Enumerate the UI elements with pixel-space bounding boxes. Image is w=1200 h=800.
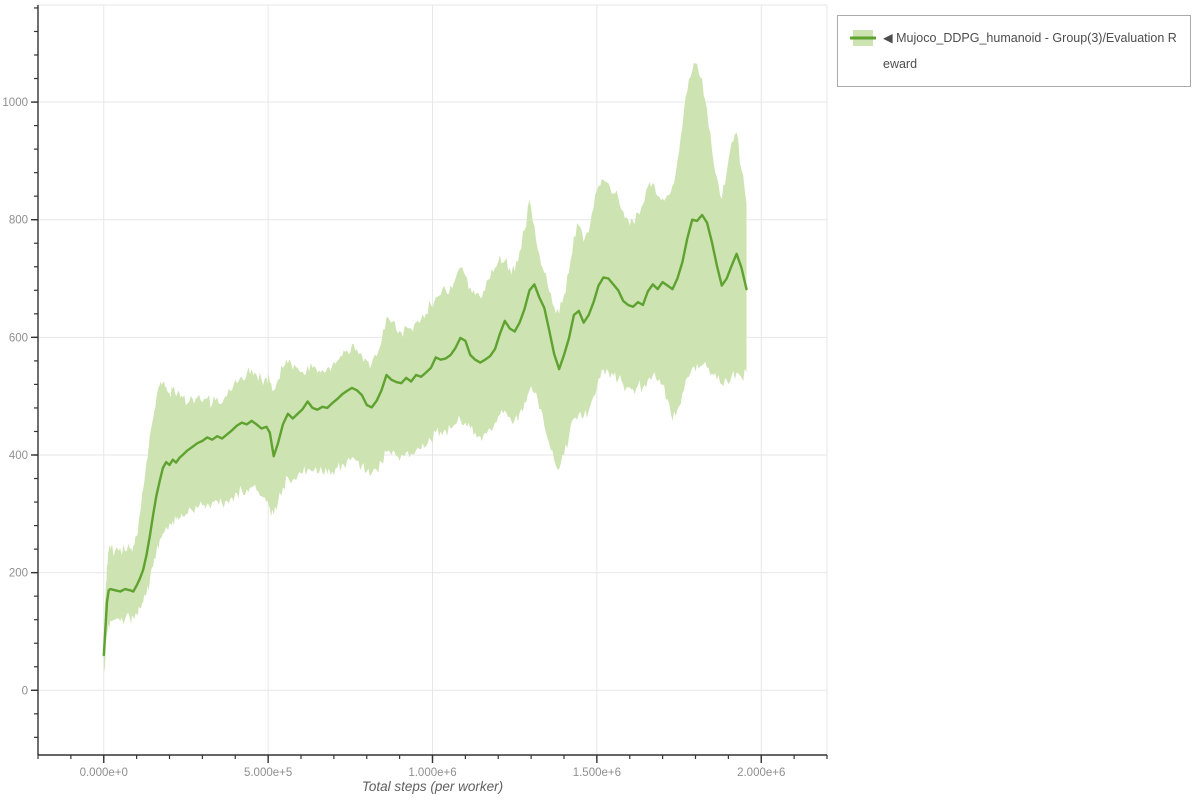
- x-tick-label: 1.500e+6: [573, 767, 621, 779]
- legend-label: ◀ Mujoco_DDPG_humanoid - Group(3)/Evalua…: [883, 25, 1180, 77]
- y-tick-label: 600: [9, 332, 28, 344]
- x-tick-label: 1.000e+6: [408, 767, 456, 779]
- legend-box: ◀ Mujoco_DDPG_humanoid - Group(3)/Evalua…: [837, 15, 1191, 87]
- legend-swatch-icon: [850, 30, 876, 46]
- legend-item[interactable]: ◀ Mujoco_DDPG_humanoid - Group(3)/Evalua…: [850, 25, 1180, 77]
- y-tick-label: 800: [9, 215, 28, 227]
- x-tick-label: 2.000e+6: [737, 767, 785, 779]
- series-line[interactable]: [102, 213, 748, 657]
- x-axis-title: Total steps (per worker): [361, 779, 504, 794]
- y-tick-label: 400: [9, 450, 28, 462]
- legend-collapse-arrow: ◀: [883, 31, 893, 45]
- x-tick-label: 0.000e+0: [80, 767, 128, 779]
- confidence-band: [103, 62, 747, 672]
- y-tick-label: 200: [9, 568, 28, 580]
- y-tick-label: 0: [22, 685, 28, 697]
- legend-series-name: Mujoco_DDPG_humanoid - Group(3)/Evaluati…: [883, 31, 1177, 71]
- x-tick-label: 5.000e+5: [244, 767, 292, 779]
- y-tick-label: 1000: [2, 97, 28, 109]
